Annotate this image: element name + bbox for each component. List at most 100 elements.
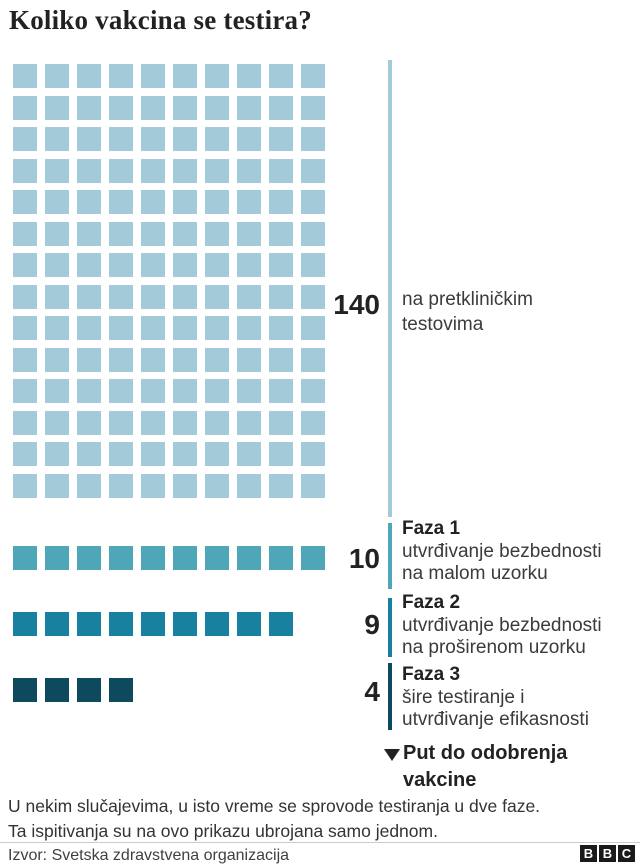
waffle-square-preclinical xyxy=(269,284,293,309)
waffle-square-preclinical xyxy=(205,253,229,277)
waffle-square-preclinical xyxy=(77,253,101,277)
waffle-square-preclinical xyxy=(77,158,101,183)
waffle-square-preclinical xyxy=(269,473,293,498)
waffle-square-preclinical xyxy=(45,347,69,372)
waffle-square-preclinical xyxy=(13,473,37,498)
waffle-square-faza2 xyxy=(13,612,37,636)
waffle-square-preclinical xyxy=(141,95,165,120)
waffle-square-preclinical xyxy=(77,410,101,435)
waffle-square-preclinical xyxy=(237,284,261,309)
waffle-square-preclinical xyxy=(237,347,261,372)
waffle-square-faza1 xyxy=(13,546,37,570)
waffle-square-preclinical xyxy=(109,379,133,403)
waffle-square-faza1 xyxy=(141,546,165,570)
waffle-square-preclinical xyxy=(237,473,261,498)
waffle-square-preclinical xyxy=(77,284,101,309)
waffle-square-preclinical xyxy=(141,221,165,246)
waffle-square-preclinical xyxy=(109,410,133,435)
waffle-square-faza2 xyxy=(269,612,293,636)
waffle-square-faza1 xyxy=(301,546,325,570)
waffle-square-preclinical xyxy=(13,64,37,88)
waffle-square-preclinical xyxy=(13,442,37,466)
faza3-square-row xyxy=(13,678,133,702)
waffle-square-preclinical xyxy=(45,379,69,403)
faza1-label: Faza 1 utvrđivanje bezbednosti na malom … xyxy=(402,518,634,586)
waffle-square-preclinical xyxy=(301,253,325,277)
waffle-square-preclinical xyxy=(13,190,37,214)
waffle-square-preclinical xyxy=(141,473,165,498)
waffle-square-preclinical xyxy=(141,284,165,309)
waffle-square-preclinical xyxy=(269,253,293,277)
waffle-square-preclinical xyxy=(237,253,261,277)
waffle-square-preclinical xyxy=(13,347,37,372)
waffle-square-faza1 xyxy=(109,546,133,570)
waffle-square-preclinical xyxy=(205,158,229,183)
waffle-square-preclinical xyxy=(269,316,293,340)
waffle-square-faza2 xyxy=(109,612,133,636)
waffle-square-preclinical xyxy=(109,221,133,246)
waffle-square-preclinical xyxy=(205,127,229,151)
waffle-square-preclinical xyxy=(109,347,133,372)
waffle-square-preclinical xyxy=(45,284,69,309)
waffle-square-preclinical xyxy=(205,379,229,403)
faza1-label-line1: utvrđivanje bezbednosti xyxy=(402,540,602,562)
faza2-label: Faza 2 utvrđivanje bezbednosti na prošir… xyxy=(402,592,634,660)
footnote-line2: Ta ispitivanja su na ovo prikazu ubrojan… xyxy=(8,821,438,841)
waffle-square-preclinical xyxy=(269,347,293,372)
waffle-square-preclinical xyxy=(141,64,165,88)
waffle-square-preclinical xyxy=(173,316,197,340)
waffle-square-preclinical xyxy=(109,64,133,88)
waffle-square-preclinical xyxy=(237,64,261,88)
faza1-square-row xyxy=(13,546,325,570)
waffle-square-preclinical xyxy=(301,410,325,435)
faza2-count: 9 xyxy=(364,609,380,640)
faza2-label-line2: na proširenom uzorku xyxy=(402,637,586,658)
waffle-square-preclinical xyxy=(109,127,133,151)
waffle-square-faza2 xyxy=(141,612,165,636)
waffle-square-preclinical xyxy=(109,316,133,340)
waffle-square-preclinical xyxy=(45,442,69,466)
approval-path-label: Put do odobrenja vakcine xyxy=(403,740,567,794)
source-attribution: Izvor: Svetska zdravstvena organizacija xyxy=(8,847,290,864)
waffle-square-preclinical xyxy=(205,410,229,435)
waffle-square-preclinical xyxy=(109,253,133,277)
waffle-square-preclinical xyxy=(13,221,37,246)
waffle-square-faza1 xyxy=(237,546,261,570)
approval-path-line1: Put do odobrenja xyxy=(403,742,568,764)
waffle-square-preclinical xyxy=(301,473,325,498)
waffle-square-preclinical xyxy=(13,253,37,277)
waffle-square-preclinical xyxy=(109,95,133,120)
waffle-square-faza1 xyxy=(205,546,229,570)
waffle-square-preclinical xyxy=(301,379,325,403)
waffle-square-faza2 xyxy=(45,612,69,636)
waffle-square-preclinical xyxy=(205,442,229,466)
waffle-square-preclinical xyxy=(269,158,293,183)
waffle-square-preclinical xyxy=(237,410,261,435)
faza3-label-line2: utvrđivanje efikasnosti xyxy=(402,709,589,730)
faza2-label-title: Faza 2 xyxy=(402,592,461,613)
waffle-square-faza2 xyxy=(205,612,229,636)
waffle-square-preclinical xyxy=(77,473,101,498)
waffle-square-preclinical xyxy=(301,190,325,214)
waffle-square-faza1 xyxy=(269,546,293,570)
waffle-square-preclinical xyxy=(269,127,293,151)
waffle-square-faza2 xyxy=(173,612,197,636)
waffle-square-preclinical xyxy=(205,190,229,214)
waffle-square-preclinical xyxy=(45,95,69,120)
faza1-axis-line xyxy=(388,523,392,589)
faza3-count: 4 xyxy=(364,676,380,707)
waffle-square-preclinical xyxy=(45,410,69,435)
waffle-square-preclinical xyxy=(205,64,229,88)
waffle-square-preclinical xyxy=(141,379,165,403)
waffle-square-preclinical xyxy=(45,473,69,498)
waffle-square-faza3 xyxy=(13,678,37,702)
waffle-square-preclinical xyxy=(13,95,37,120)
waffle-square-preclinical xyxy=(173,347,197,372)
waffle-square-preclinical xyxy=(173,127,197,151)
waffle-square-faza2 xyxy=(77,612,101,636)
waffle-square-preclinical xyxy=(45,190,69,214)
waffle-square-preclinical xyxy=(205,316,229,340)
footer-divider xyxy=(0,842,640,843)
waffle-square-preclinical xyxy=(269,221,293,246)
waffle-square-preclinical xyxy=(13,127,37,151)
